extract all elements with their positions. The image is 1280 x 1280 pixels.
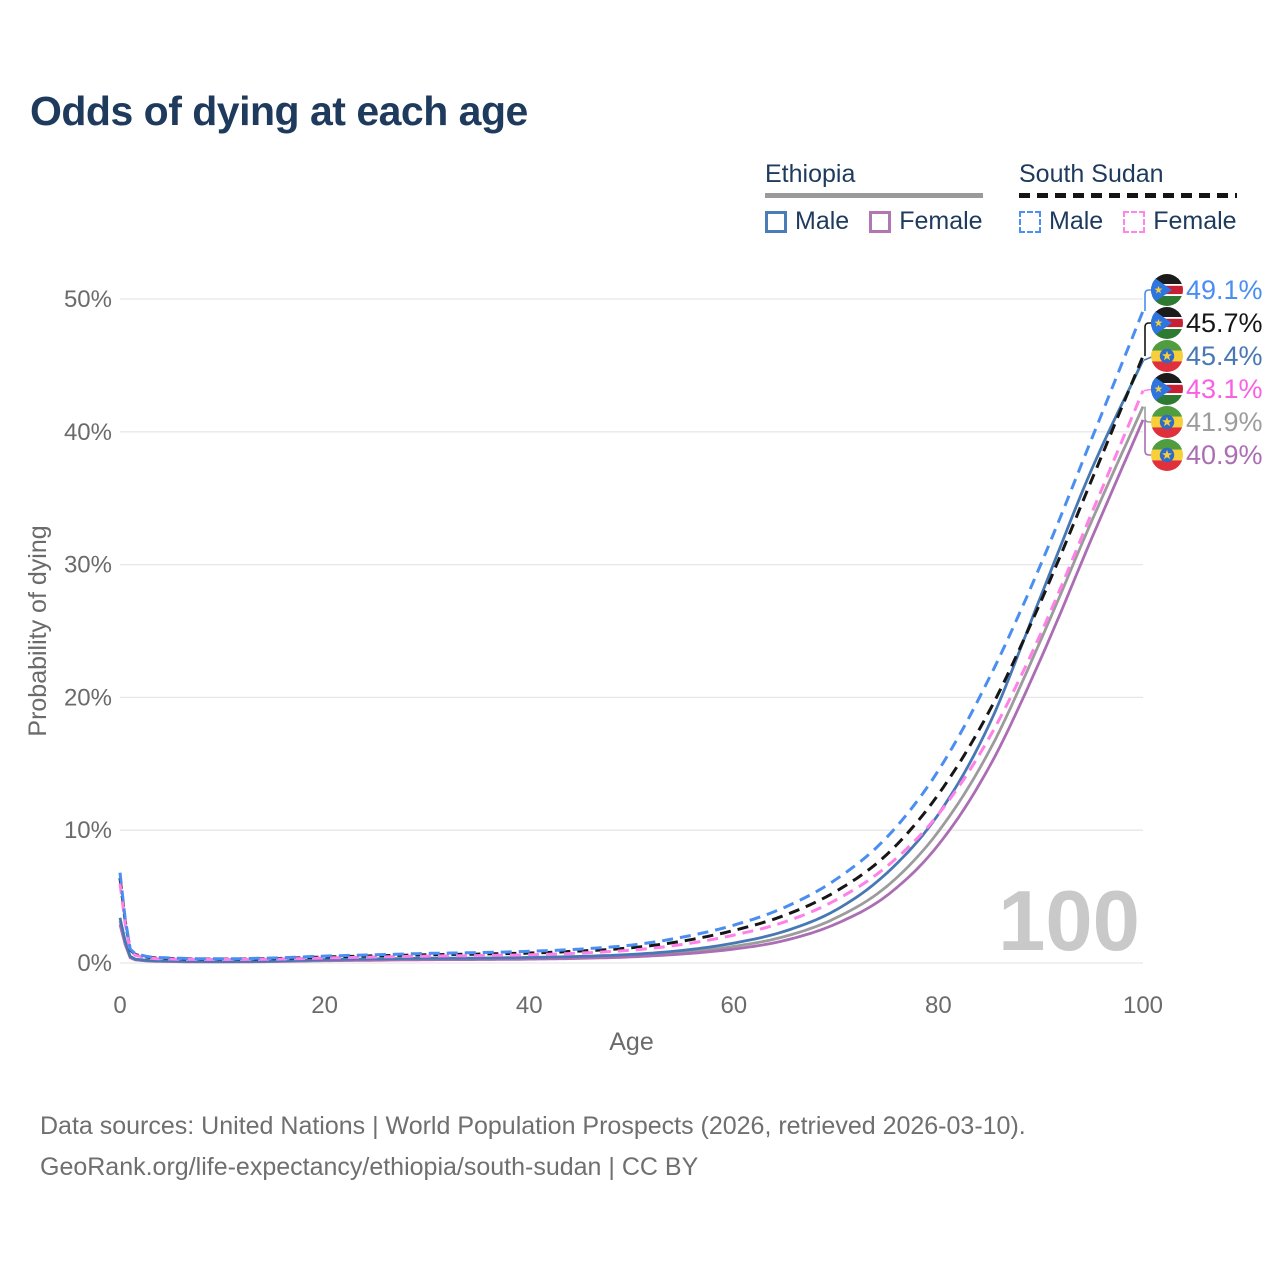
y-tick-label: 10%: [64, 817, 112, 844]
chart-plot: 0% 10% 20% 30% 40% 50% 0 20 40 60 80 100 Age Probabil…: [24, 274, 1263, 1056]
end-label-et-total: 41.9%: [1144, 406, 1263, 438]
y-tick-label: 50%: [64, 286, 112, 313]
series-line-ss-total: [118, 355, 1145, 961]
end-label-ss-male: 49.1%: [1144, 274, 1263, 311]
end-label-value: 45.7%: [1186, 308, 1263, 338]
legend-item-label: Female: [899, 207, 983, 235]
south-sudan-flag-icon: [1151, 307, 1183, 339]
y-tick-label: 40%: [64, 419, 112, 446]
series-line-ss-female: [118, 390, 1145, 961]
y-tick-label: 30%: [64, 552, 112, 579]
south-sudan-female-swatch-icon: [1123, 210, 1146, 233]
ethiopia-flag-icon: [1151, 406, 1183, 438]
series-line-et-female: [118, 419, 1145, 964]
legend-item-label: Female: [1153, 207, 1237, 235]
end-label-et-male: 45.4%: [1143, 340, 1263, 372]
end-label-value: 45.4%: [1186, 341, 1263, 371]
end-label-value: 40.9%: [1186, 440, 1263, 470]
footer: Data sources: United Nations | World Pop…: [40, 1106, 1026, 1188]
end-label-value: 41.9%: [1186, 407, 1263, 437]
y-tick-label: 0%: [77, 950, 112, 977]
series-line-et-total: [118, 406, 1145, 964]
ethiopia-line-sample: [765, 193, 983, 198]
legend-group-south-sudan: South Sudan Male Female: [1019, 160, 1237, 236]
legend-group-title-south-sudan: South Sudan: [1019, 160, 1164, 188]
south-sudan-flag-icon: [1151, 274, 1183, 306]
y-axis-title: Probability of dying: [24, 525, 52, 736]
legend-item-ethiopia-male[interactable]: Male: [765, 207, 849, 236]
x-axis-title: Age: [609, 1028, 653, 1056]
end-label-et-female: 40.9%: [1144, 419, 1263, 471]
data-sources-text: Data sources: United Nations | World Pop…: [40, 1112, 1026, 1140]
x-tick-label: 0: [113, 992, 126, 1019]
ethiopia-flag-icon: [1151, 439, 1183, 471]
south-sudan-line-sample: [1019, 193, 1237, 198]
end-label-value: 49.1%: [1186, 275, 1263, 305]
gridlines: [120, 298, 1143, 964]
ethiopia-flag-icon: [1151, 340, 1183, 372]
x-tick-label: 80: [925, 992, 952, 1019]
legend-item-ethiopia-female[interactable]: Female: [869, 207, 983, 236]
x-tick-label: 100: [1123, 992, 1163, 1019]
south-sudan-flag-icon: [1151, 373, 1183, 405]
series-line-ss-male: [118, 310, 1145, 961]
legend-group-title-ethiopia: Ethiopia: [765, 160, 856, 188]
legend-item-south-sudan-male[interactable]: Male: [1019, 207, 1103, 236]
legend-item-label: Male: [795, 207, 850, 235]
ethiopia-male-swatch-icon: [765, 210, 787, 233]
series-lines: [118, 310, 1145, 964]
x-tick-label: 40: [516, 992, 543, 1019]
x-tick-label: 60: [720, 992, 747, 1019]
end-label-ss-female: 43.1%: [1143, 373, 1263, 405]
age-watermark: 100: [998, 874, 1140, 969]
end-labels: 49.1%45.7%45.4%43.1%41.9%40.9%: [1143, 274, 1263, 471]
legend-item-south-sudan-female[interactable]: Female: [1123, 207, 1237, 236]
south-sudan-male-swatch-icon: [1019, 210, 1041, 233]
end-label-ss-total: 45.7%: [1144, 307, 1263, 357]
legend-group-ethiopia: Ethiopia Male Female: [765, 160, 983, 236]
georank-attribution-text: GeoRank.org/life-expectancy/ethiopia/sou…: [40, 1153, 699, 1181]
ethiopia-female-swatch-icon: [869, 210, 892, 233]
legend-item-label: Male: [1049, 207, 1104, 235]
series-line-et-male: [118, 359, 1145, 963]
page-title: Odds of dying at each age: [30, 88, 528, 134]
x-tick-label: 20: [311, 992, 338, 1019]
y-tick-label: 20%: [64, 684, 112, 711]
end-label-value: 43.1%: [1186, 374, 1263, 404]
